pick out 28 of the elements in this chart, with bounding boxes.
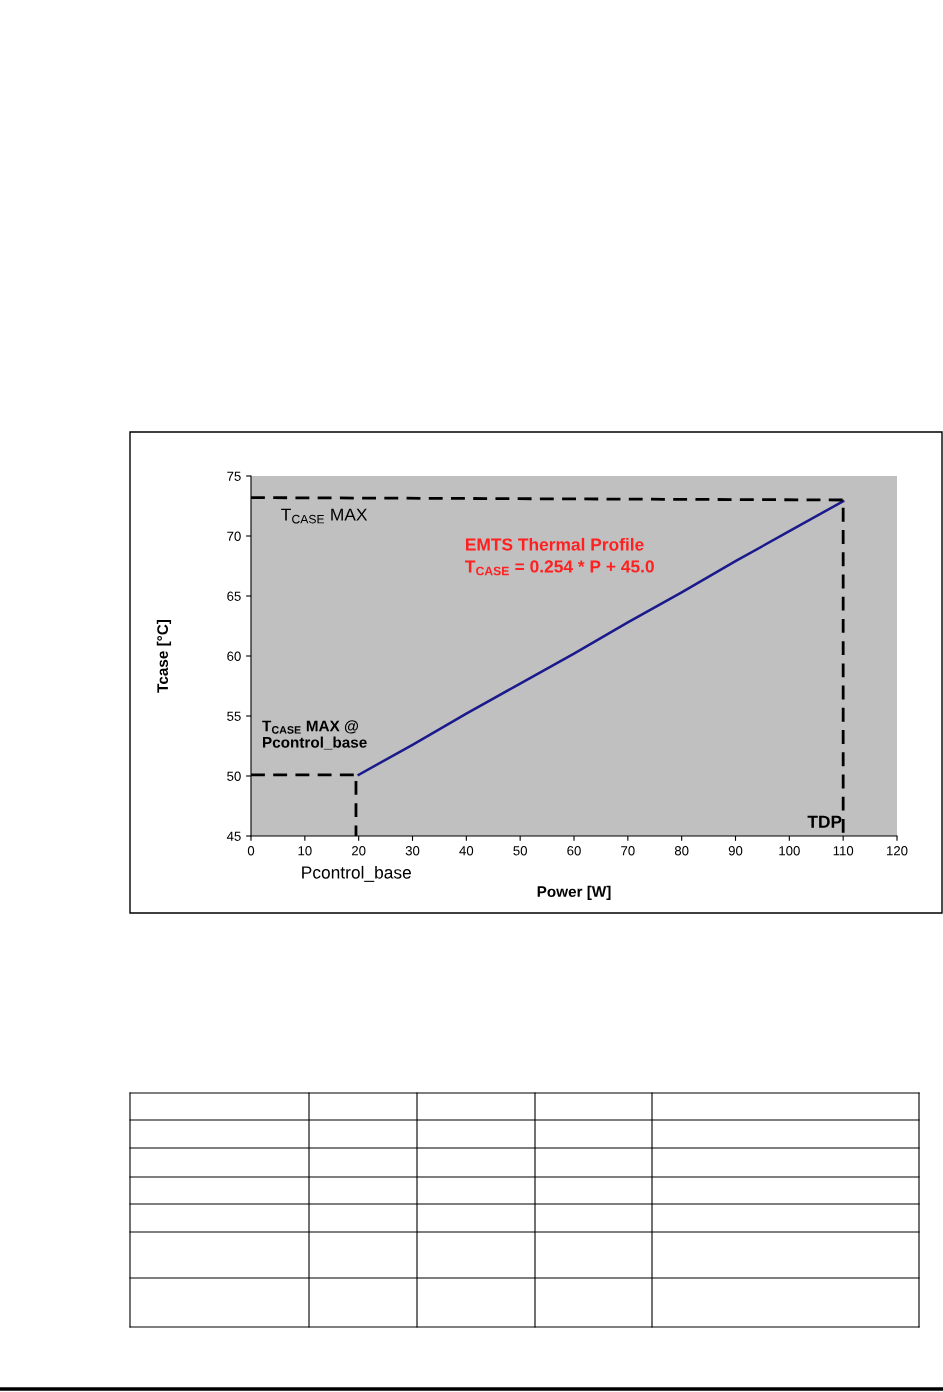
x-tick-label: 100 [779, 846, 800, 856]
annotation: T$_{CASE}$ MAX [281, 508, 368, 524]
annotation: T$_{CASE}$ = 0.254 * P + 45.0 [465, 560, 654, 576]
x-tick-label: 80 [674, 846, 689, 856]
x-tick-label: 120 [887, 846, 908, 856]
x-tick-label: 60 [567, 846, 581, 856]
x-tick-label: 70 [621, 846, 635, 856]
x-tick-label: 40 [459, 846, 474, 856]
x-tick-label: 20 [351, 846, 366, 856]
y-tick-label: 65 [227, 591, 241, 601]
y-tick-label: 45 [226, 831, 241, 841]
y-tick-label: 75 [227, 471, 241, 481]
x-tick-label: 90 [728, 846, 743, 856]
x-tick-label: 50 [513, 846, 527, 856]
y-tick-label: 50 [227, 771, 241, 781]
y-tick-label: 60 [227, 651, 241, 661]
text: Pcontrol_base [302, 865, 411, 882]
y-tick-label: 70 [227, 531, 241, 541]
x-tick-label: 30 [405, 846, 420, 856]
y-tick-label: 55 [227, 711, 241, 721]
x-tick-label: 0 [247, 846, 255, 856]
annotation: TDP [807, 815, 842, 828]
y-axis-title: Tcase [°C] [156, 619, 172, 693]
annotation: EMTS Thermal Profile [465, 537, 644, 551]
annotation: T$_{CASE}$ MAX @ Pcontrol_base [262, 720, 367, 750]
x-tick-label: 110 [833, 846, 854, 856]
x-axis-title: Power [W] [537, 885, 611, 901]
x-tick-label: 10 [298, 846, 312, 856]
